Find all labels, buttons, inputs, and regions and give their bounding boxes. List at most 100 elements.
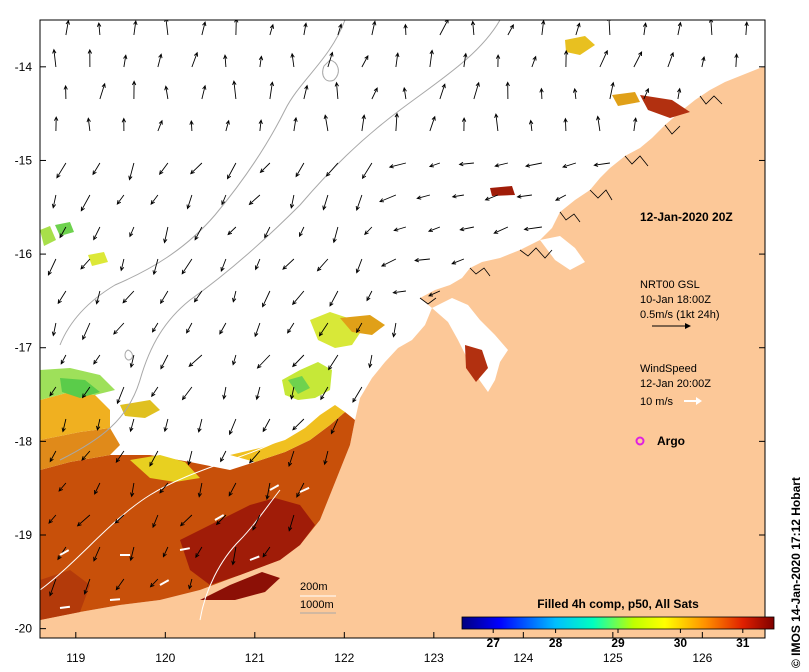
current-arrow — [129, 418, 135, 433]
current-arrow — [262, 290, 271, 308]
current-arrow — [254, 258, 261, 271]
current-arrow — [677, 21, 682, 36]
current-arrow — [65, 20, 70, 36]
current-arrow — [287, 322, 295, 334]
current-arrow — [81, 450, 91, 461]
current-scale: 0.5m/s (1kt 24h) — [640, 309, 719, 321]
current-arrow — [221, 194, 227, 206]
current-arrow — [80, 194, 91, 212]
current-arrow — [52, 48, 57, 68]
wind-arrow — [214, 514, 225, 521]
current-arrow — [149, 450, 159, 467]
current-arrow — [228, 418, 237, 436]
bay-inlet — [540, 236, 585, 270]
current-arrow — [231, 546, 237, 566]
current-arrow — [129, 354, 135, 369]
current-arrow — [51, 322, 57, 337]
current-arrow — [323, 114, 329, 132]
current-arrow — [116, 386, 125, 405]
current-arrow — [458, 161, 474, 167]
x-tick-label: 124 — [513, 651, 533, 665]
current-arrow — [429, 115, 436, 132]
y-tick-label: -14 — [15, 60, 33, 74]
current-arrow — [288, 450, 295, 467]
current-arrow — [225, 119, 230, 132]
current-arrow — [292, 418, 305, 431]
current-arrow — [219, 322, 227, 335]
current-arrow — [220, 450, 227, 463]
current-arrow — [76, 514, 91, 527]
current-arrow — [330, 418, 339, 435]
current-arrow — [562, 162, 577, 169]
current-arrow — [234, 20, 239, 36]
current-arrow — [220, 258, 227, 272]
current-arrow — [516, 194, 532, 199]
wind-arrow — [299, 486, 310, 493]
current-arrow — [361, 54, 369, 68]
king-sound — [432, 298, 508, 392]
current-arrow — [115, 450, 125, 463]
current-arrow — [95, 290, 101, 305]
x-tick-label: 122 — [334, 651, 354, 665]
colorbar-tick-label: 30 — [674, 636, 688, 650]
current-arrow — [524, 162, 542, 168]
x-tick-label: 120 — [155, 651, 175, 665]
current-arrow — [157, 119, 163, 132]
current-arrow — [61, 418, 67, 433]
current-arrow — [160, 290, 169, 305]
current-arrow — [96, 418, 101, 431]
current-arrow — [667, 51, 674, 68]
current-arrow — [303, 22, 308, 36]
bathymetry-contours — [59, 20, 501, 461]
current-arrow — [258, 119, 263, 132]
current-arrow — [609, 81, 615, 100]
current-arrow — [262, 418, 271, 433]
current-arrow — [164, 85, 169, 100]
current-arrow — [395, 52, 400, 68]
current-arrow — [289, 386, 295, 400]
wind-vectors — [59, 484, 310, 609]
current-arrow — [427, 226, 441, 233]
current-arrow — [96, 22, 102, 36]
current-arrow — [81, 386, 91, 399]
current-arrow — [295, 162, 305, 178]
current-arrow — [256, 354, 271, 369]
current-arrow — [303, 84, 309, 100]
current-arrow — [392, 290, 406, 295]
current-arrow — [493, 226, 509, 234]
current-arrow — [318, 322, 329, 337]
current-arrow — [56, 162, 67, 179]
current-arrow — [197, 482, 203, 498]
current-arrow — [355, 194, 363, 211]
current-arrow — [195, 546, 203, 559]
current-arrow — [58, 482, 67, 492]
current-arrow — [149, 578, 159, 588]
current-arrow — [539, 87, 544, 100]
shelf-contour-200m — [40, 379, 351, 621]
current-arrow — [121, 117, 127, 132]
current-arrow — [554, 194, 567, 201]
current-arrow — [531, 55, 537, 68]
current-arrow — [222, 386, 227, 400]
current-arrow — [47, 258, 57, 276]
wind-arrow — [179, 547, 190, 551]
wind-arrow — [269, 484, 280, 491]
current-arrow — [322, 194, 329, 211]
coastline-detail — [419, 95, 723, 305]
current-arrow — [282, 258, 295, 270]
current-arrow — [186, 194, 193, 210]
current-arrow — [428, 162, 441, 168]
wind-arrow — [159, 579, 170, 586]
x-tick-label: 121 — [245, 651, 265, 665]
y-tick-label: -20 — [15, 622, 33, 636]
current-arrow — [83, 578, 91, 595]
current-arrow — [463, 52, 468, 68]
current-arrow — [484, 194, 499, 201]
latitude-axis: -14 -15 -16 -17 -18 -19 -20 — [15, 60, 765, 636]
current-arrow — [428, 290, 441, 297]
current-arrow — [708, 20, 714, 36]
current-arrow — [701, 55, 706, 68]
current-arrow — [129, 226, 135, 238]
land-mass — [40, 20, 765, 638]
current-arrow — [352, 386, 363, 403]
